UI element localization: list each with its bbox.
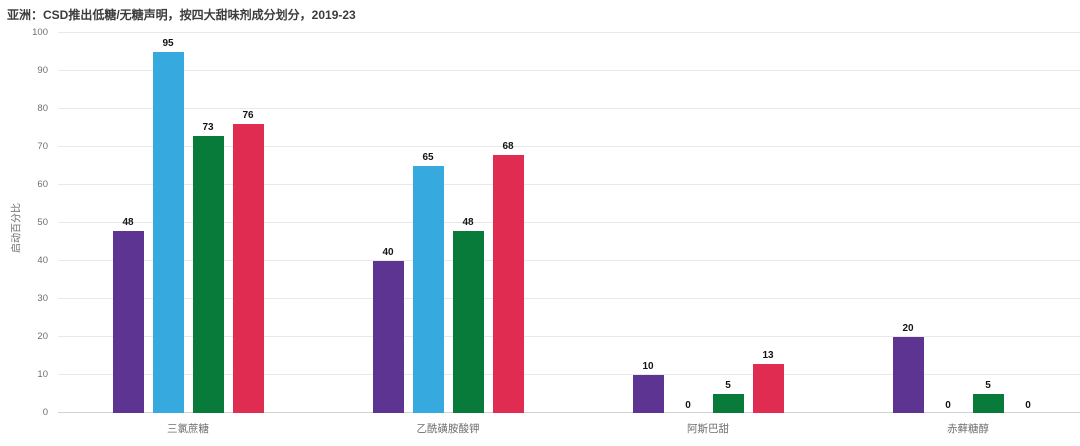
y-tick-label: 90 — [37, 65, 48, 76]
bar-series-1-purple-三氯蔗糖 — [112, 230, 144, 413]
bar-series-3-green-三氯蔗糖 — [192, 135, 224, 413]
x-tick-label: 乙酰磺胺酸钾 — [416, 423, 480, 435]
bar-value-label: 0 — [945, 400, 951, 411]
bar-value-label: 5 — [725, 380, 731, 391]
bar-series-2-blue-三氯蔗糖 — [152, 52, 184, 413]
bar-value-label: 48 — [462, 216, 474, 228]
y-tick-label: 40 — [37, 255, 48, 266]
bar-value-label: 20 — [902, 323, 914, 334]
bar-value-label: 73 — [202, 121, 214, 133]
plot-area: 48 95 73 76 40 65 48 68 10 0 5 13 20 0 5 0 — [58, 32, 1080, 413]
bar-value-label: 95 — [162, 38, 174, 49]
bar-value-label: 10 — [642, 361, 654, 372]
bar-value-label: 40 — [382, 247, 394, 258]
bar-value-label: 5 — [985, 380, 991, 391]
bar-series-2-blue-乙酰磺胺酸钾 — [412, 166, 444, 413]
y-tick-label: 100 — [32, 27, 48, 38]
bar-series-3-green-阿斯巴甜 — [712, 394, 744, 413]
bar-series-4-red-阿斯巴甜 — [752, 363, 784, 413]
gridline — [58, 32, 1080, 33]
bar-value-label: 0 — [1025, 400, 1031, 411]
bar-series-3-green-赤藓糖醇 — [972, 394, 1004, 413]
y-axis-tick-labels: 0 10 20 30 40 50 60 70 80 90 100 — [0, 27, 48, 418]
bar-value-label: 65 — [422, 152, 434, 163]
gridline — [58, 108, 1080, 109]
x-axis-line — [58, 412, 1080, 413]
x-tick-label: 阿斯巴甜 — [687, 423, 729, 435]
gridline — [58, 70, 1080, 71]
y-tick-label: 20 — [37, 331, 48, 342]
bar-value-label: 0 — [685, 400, 691, 411]
gridline — [58, 222, 1080, 223]
gridline — [58, 184, 1080, 185]
y-tick-label: 80 — [37, 103, 48, 114]
gridline — [58, 336, 1080, 337]
x-axis-tick-labels: 三氯蔗糖 乙酰磺胺酸钾 阿斯巴甜 赤藓糖醇 — [58, 421, 1080, 437]
bar-series-3-green-乙酰磺胺酸钾 — [452, 230, 484, 413]
y-tick-label: 60 — [37, 179, 48, 190]
x-tick-label: 三氯蔗糖 — [167, 423, 209, 435]
bar-series-4-red-三氯蔗糖 — [232, 124, 264, 413]
y-tick-label: 70 — [37, 141, 48, 152]
bar-value-label: 68 — [502, 140, 514, 152]
bar-value-label: 48 — [122, 216, 134, 228]
bar-series-1-purple-乙酰磺胺酸钾 — [372, 261, 404, 413]
chart-title: 亚洲：CSD推出低糖/无糖声明，按四大甜味剂成分划分，2019-23 — [7, 8, 356, 22]
gridline — [58, 298, 1080, 299]
gridline — [58, 374, 1080, 375]
bar-series-1-purple-阿斯巴甜 — [632, 375, 664, 413]
y-tick-label: 50 — [37, 217, 48, 228]
bar-series-4-red-乙酰磺胺酸钾 — [492, 154, 524, 413]
bar-series-1-purple-赤藓糖醇 — [892, 337, 924, 413]
x-tick-label: 赤藓糖醇 — [947, 423, 989, 435]
y-tick-label: 30 — [37, 293, 48, 304]
bar-value-label: 13 — [762, 349, 774, 361]
bar-value-label: 76 — [242, 110, 254, 122]
gridline — [58, 146, 1080, 147]
gridline — [58, 260, 1080, 261]
y-tick-label: 0 — [42, 407, 48, 418]
y-tick-label: 10 — [37, 369, 48, 380]
